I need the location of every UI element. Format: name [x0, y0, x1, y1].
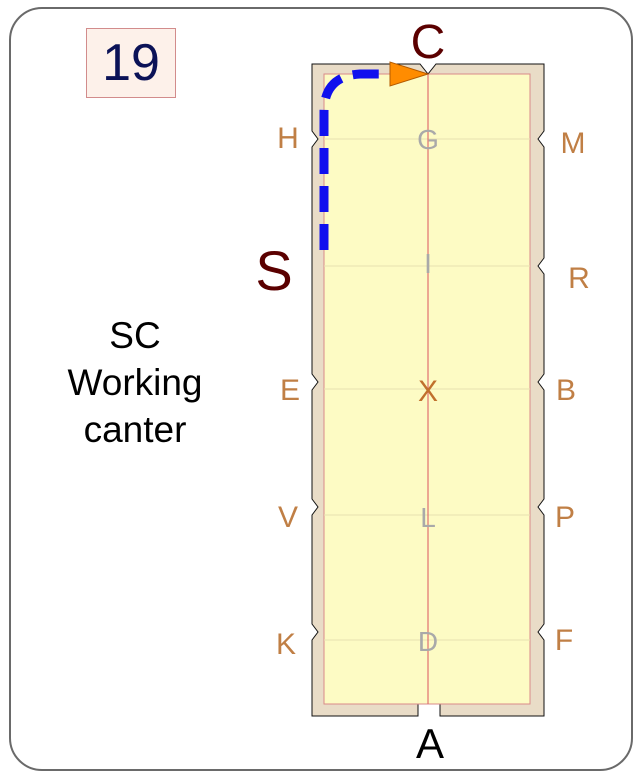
letter-b: B — [556, 374, 576, 407]
letter-i: I — [424, 248, 432, 279]
letter-p: P — [555, 501, 575, 534]
movement-path — [319, 69, 392, 250]
direction-arrow-icon — [389, 61, 430, 87]
caption-line-1: SC — [109, 315, 161, 356]
letter-r: R — [568, 262, 590, 295]
letter-g: G — [417, 124, 439, 155]
letter-h: H — [277, 122, 299, 155]
test-number: 19 — [102, 34, 160, 92]
letter-v: V — [278, 501, 298, 534]
letter-d: D — [418, 626, 438, 657]
letter-k: K — [276, 628, 296, 661]
letter-l: L — [420, 502, 436, 533]
letter-m: M — [561, 127, 586, 160]
letter-a-entry: A — [416, 720, 444, 767]
caption-line-3: canter — [83, 409, 187, 450]
start-marker-s: S — [255, 239, 292, 302]
test-number-box: 19 — [86, 28, 176, 98]
arena-gridlines — [324, 138, 530, 641]
letter-c: C — [411, 16, 446, 69]
caption-line-2: Working — [67, 362, 203, 403]
letter-e: E — [280, 374, 300, 407]
letter-f: F — [555, 624, 573, 657]
arena — [311, 63, 545, 717]
letter-x: X — [418, 375, 438, 408]
movement-caption: SC Working canter — [30, 312, 240, 453]
